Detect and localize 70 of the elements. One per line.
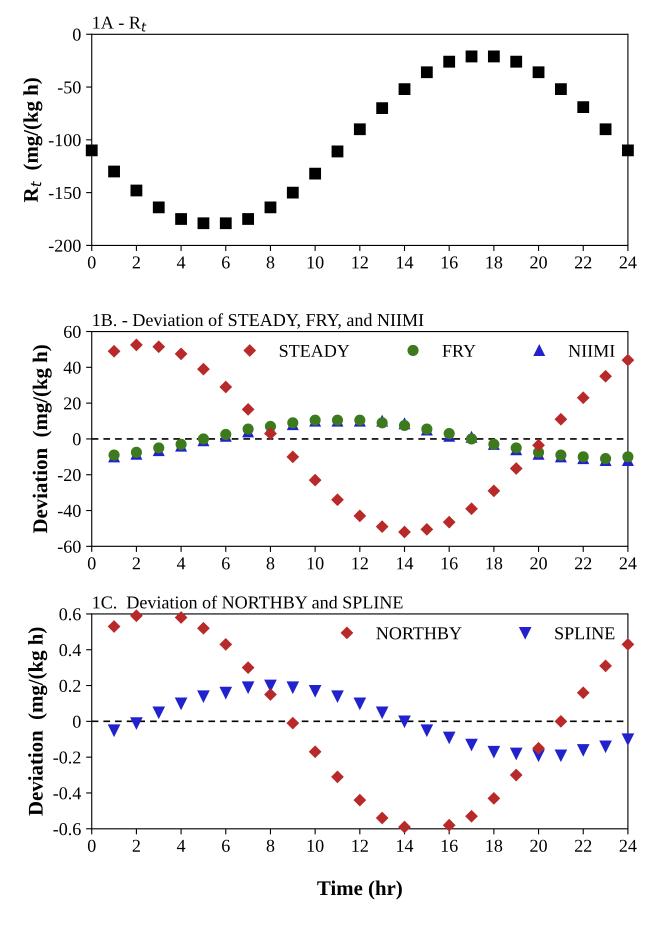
x-tick-label: 12	[352, 557, 368, 570]
x-tick-label: 12	[352, 256, 368, 268]
y-tick-label: -150	[48, 186, 81, 200]
chart-title: 1B. - Deviation of STEADY, FRY, and NIIMI	[93, 313, 424, 329]
x-tick-label: 16	[442, 840, 458, 852]
y-tick-label: 0.6	[59, 608, 81, 620]
x-tick-label: 18	[486, 840, 502, 852]
y-axis-title: Deviation (mg/(kg h)	[32, 345, 52, 534]
x-tick-label: 18	[486, 256, 502, 269]
y-axis-title: R$_{t}$ (mg/(kg h)	[23, 78, 42, 202]
x-tick-label: 4	[176, 256, 186, 268]
x-tick-label: 0	[88, 557, 96, 570]
x-tick-label: 6	[222, 557, 230, 570]
x-tick-label: 0	[88, 256, 96, 269]
x-tick-label: 14	[397, 557, 414, 570]
y-tick-label: -100	[48, 134, 81, 146]
y-tick-label: -40	[58, 504, 81, 517]
x-tick-label: 2	[132, 256, 140, 268]
y-tick-label: 0	[72, 433, 81, 446]
x-tick-label: 0	[88, 840, 96, 852]
y-tick-label: 40	[64, 362, 81, 374]
x-tick-label: 8	[266, 557, 274, 570]
x-tick-label: 6	[222, 256, 230, 269]
x-tick-label: 18	[486, 557, 502, 570]
x-tick-label: 24	[620, 840, 637, 852]
x-tick-label: 2	[132, 840, 140, 852]
y-tick-label: -60	[58, 540, 81, 553]
y-tick-label: -0.6	[53, 823, 81, 836]
x-tick-label: 4	[176, 557, 186, 570]
x-axis-title: Time (hr)	[317, 880, 402, 900]
x-tick-label: 8	[266, 840, 274, 852]
legend-label: FRY	[442, 344, 476, 357]
y-tick-label: -200	[48, 240, 81, 252]
y-tick-label: 0	[72, 716, 81, 728]
x-tick-label: 6	[222, 840, 230, 852]
x-tick-label: 22	[574, 840, 592, 852]
x-tick-label: 2	[132, 557, 140, 570]
legend-label: SPLINE	[555, 627, 614, 640]
y-tick-label: 0	[72, 28, 81, 41]
x-tick-label: 14	[397, 840, 414, 852]
y-tick-label: -0.2	[53, 751, 80, 764]
y-tick-label: -50	[58, 81, 81, 94]
x-tick-label: 4	[176, 840, 186, 852]
y-axis-title: Deviation (mg/(kg h)	[28, 628, 48, 816]
legend-label: NORTHBY	[376, 627, 462, 640]
x-tick-label: 20	[530, 840, 547, 852]
chart-title: 1A - R$_{t}$	[93, 16, 146, 32]
legend-label: STEADY	[280, 344, 350, 357]
y-tick-label: 0.4	[59, 644, 82, 656]
y-tick-label: -20	[58, 468, 81, 482]
x-tick-label: 24	[620, 557, 637, 570]
x-tick-label: 14	[397, 256, 414, 268]
y-tick-label: 20	[64, 397, 81, 410]
x-tick-label: 20	[530, 557, 547, 570]
x-tick-label: 8	[266, 256, 274, 269]
x-tick-label: 24	[620, 256, 637, 268]
chart-title: 1C. Deviation of NORTHBY and SPLINE	[93, 596, 403, 609]
x-tick-label: 16	[442, 557, 458, 570]
y-tick-label: 60	[64, 326, 81, 338]
x-tick-label: 10	[308, 840, 324, 852]
x-tick-label: 22	[574, 557, 592, 570]
x-tick-label: 20	[530, 256, 547, 269]
x-tick-label: 22	[574, 256, 592, 268]
x-tick-label: 12	[352, 840, 368, 852]
x-tick-label: 16	[442, 256, 458, 269]
x-tick-label: 10	[308, 256, 324, 269]
y-tick-label: 0.2	[59, 680, 80, 692]
y-tick-label: -0.4	[53, 787, 82, 800]
x-tick-label: 10	[308, 557, 324, 570]
legend-label: NIIMI	[568, 344, 615, 357]
